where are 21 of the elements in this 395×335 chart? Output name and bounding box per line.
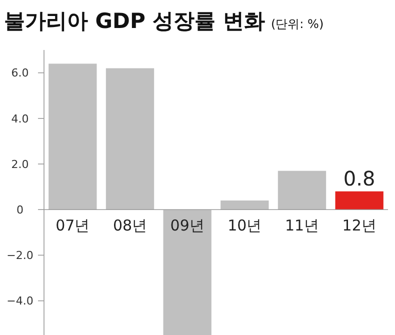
x-tick-label: 11년: [284, 216, 320, 235]
x-tick-label: 07년: [56, 216, 90, 235]
x-tick-label: 10년: [228, 216, 262, 235]
x-tick-label: 09년: [170, 216, 204, 235]
bar: [220, 200, 269, 210]
chart-subtitle: (단위: %): [271, 17, 324, 31]
chart-title: 불가리아 GDP 성장률 변화: [4, 9, 265, 33]
y-tick-label: 2.0: [11, 158, 29, 171]
bar: [335, 191, 384, 210]
bar: [48, 64, 97, 210]
y-tick-label: −4.0: [6, 294, 34, 308]
y-tick-label: 6.0: [11, 66, 29, 80]
x-tick-label: 08년: [112, 216, 148, 235]
y-tick-label: −2.0: [6, 249, 34, 262]
data-label: 0.8: [343, 166, 376, 190]
y-tick-label: 4.0: [11, 112, 29, 126]
bar: [106, 68, 154, 210]
x-tick-label: 12년: [342, 216, 376, 235]
y-tick-label: 0: [16, 203, 24, 216]
bar: [163, 210, 212, 335]
bar: [278, 170, 326, 210]
